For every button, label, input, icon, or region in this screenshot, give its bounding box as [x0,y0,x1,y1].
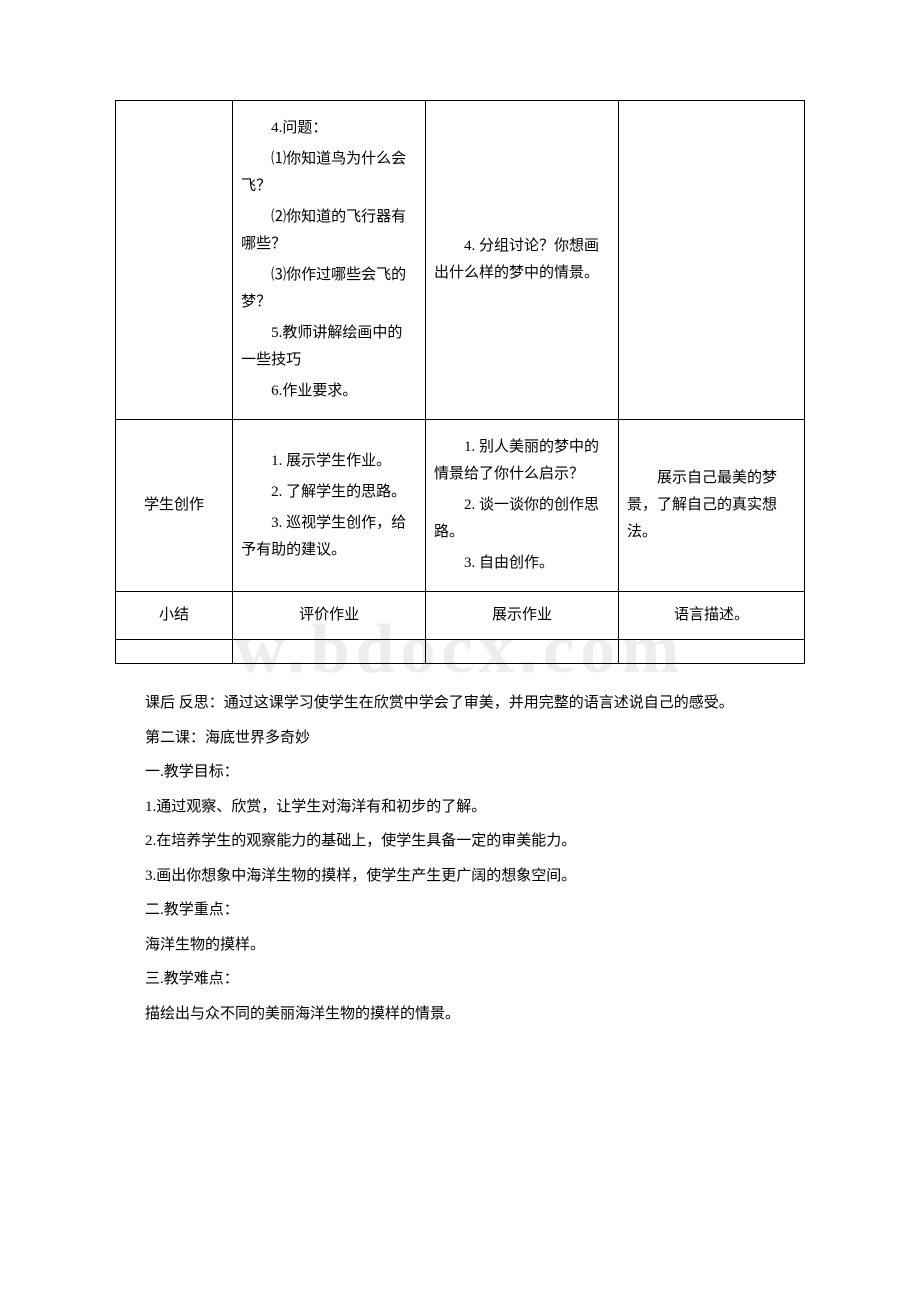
cell-text: 4.问题： [241,115,417,142]
empty-cell [233,640,426,664]
table-row: 小结 评价作业 展示作业 语言描述。 [116,592,805,640]
paragraph-text: 1.通过观察、欣赏，让学生对海洋有和初步的了解。 [115,790,805,825]
cell-text: 1. 展示学生作业。 [241,448,417,475]
cell-teacher: 评价作业 [233,592,426,640]
paragraph-text: 第二课：海底世界多奇妙 [115,721,805,756]
cell-text: 6.作业要求。 [241,378,417,405]
empty-cell [618,640,804,664]
paragraph-text: 海洋生物的摸样。 [115,928,805,963]
cell-text: 2. 谈一谈你的创作思路。 [434,492,610,546]
cell-text: 5.教师讲解绘画中的一些技巧 [241,320,417,374]
cell-student: 展示作业 [426,592,619,640]
cell-teacher: 4.问题： ⑴你知道鸟为什么会飞？ ⑵你知道的飞行器有哪些？ ⑶你作过哪些会飞的… [233,101,426,420]
paragraph-text: 3.画出你想象中海洋生物的摸样，使学生产生更广阔的想象空间。 [115,859,805,894]
paragraph-text: 课后 反思：通过这课学习使学生在欣赏中学会了审美，并用完整的语言述说自己的感受。 [115,686,805,721]
table-row: 4.问题： ⑴你知道鸟为什么会飞？ ⑵你知道的飞行器有哪些？ ⑶你作过哪些会飞的… [116,101,805,420]
paragraph-text: 描绘出与众不同的美丽海洋生物的摸样的情景。 [115,997,805,1032]
cell-text: 3. 巡视学生创作，给予有助的建议。 [241,510,417,564]
cell-text: ⑵你知道的飞行器有哪些？ [241,204,417,258]
cell-phase [116,101,233,420]
paragraph-text: 2.在培养学生的观察能力的基础上，使学生具备一定的审美能力。 [115,824,805,859]
cell-phase: 小结 [116,592,233,640]
cell-phase: 学生创作 [116,420,233,592]
table-row: 学生创作 1. 展示学生作业。 2. 了解学生的思路。 3. 巡视学生创作，给予… [116,420,805,592]
cell-goal: 展示自己最美的梦景，了解自己的真实想法。 [618,420,804,592]
paragraph-text: 一.教学目标： [115,755,805,790]
cell-text: 1. 别人美丽的梦中的情景给了你什么启示？ [434,434,610,488]
paragraph-text: 二.教学重点： [115,893,805,928]
cell-goal [618,101,804,420]
lesson-table: 4.问题： ⑴你知道鸟为什么会飞？ ⑵你知道的飞行器有哪些？ ⑶你作过哪些会飞的… [115,100,805,664]
cell-text: 2. 了解学生的思路。 [241,479,417,506]
table-row-empty [116,640,805,664]
cell-text: 3. 自由创作。 [434,550,610,577]
empty-cell [426,640,619,664]
paragraph-text: 三.教学难点： [115,962,805,997]
cell-student: 1. 别人美丽的梦中的情景给了你什么启示？ 2. 谈一谈你的创作思路。 3. 自… [426,420,619,592]
paragraph-section: 课后 反思：通过这课学习使学生在欣赏中学会了审美，并用完整的语言述说自己的感受。… [115,686,805,1031]
cell-text: 展示自己最美的梦景，了解自己的真实想法。 [627,465,796,546]
cell-text: ⑴你知道鸟为什么会飞？ [241,146,417,200]
empty-cell [116,640,233,664]
cell-teacher: 1. 展示学生作业。 2. 了解学生的思路。 3. 巡视学生创作，给予有助的建议… [233,420,426,592]
cell-text: 4. 分组讨论？你想画出什么样的梦中的情景。 [434,233,610,287]
cell-goal: 语言描述。 [618,592,804,640]
cell-student: 4. 分组讨论？你想画出什么样的梦中的情景。 [426,101,619,420]
cell-text: ⑶你作过哪些会飞的梦？ [241,262,417,316]
